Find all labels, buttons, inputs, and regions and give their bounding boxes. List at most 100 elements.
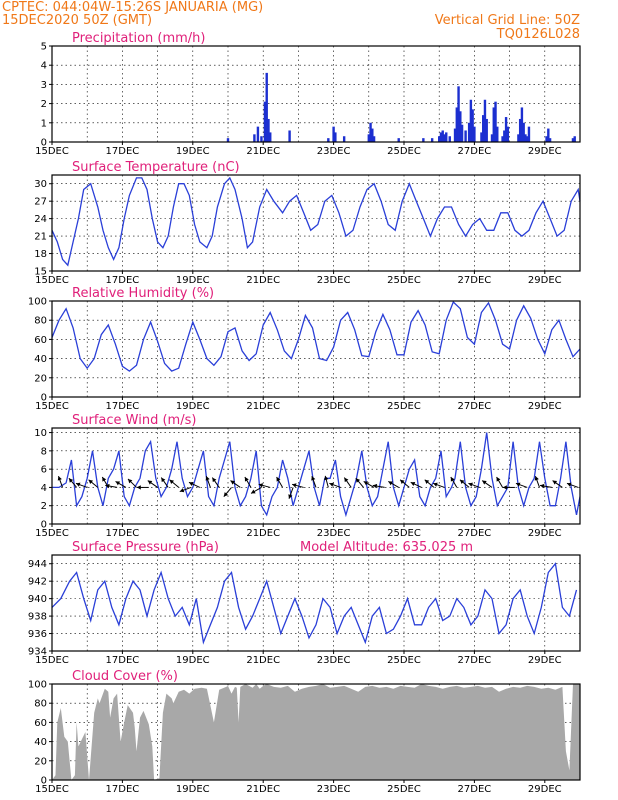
precip-bar (397, 138, 400, 142)
pres-ytick-label: 944 (28, 559, 47, 570)
cloud-xtick-label: 27DEC (458, 784, 492, 795)
pres-frame (51, 554, 581, 652)
wind-arrow-head (88, 479, 94, 484)
pres-xtick-label: 15DEC (35, 655, 69, 666)
rh-xtick-label: 27DEC (458, 401, 492, 412)
wind-ytick-label: 4 (41, 483, 47, 494)
precip-xtick-label: 27DEC (458, 146, 492, 157)
cloud-title: Cloud Cover (%) (72, 669, 178, 684)
precip-bar (265, 72, 268, 142)
precip-bar (334, 132, 337, 142)
precip-bar (332, 126, 335, 142)
cloud-xtick-label: 21DEC (246, 784, 280, 795)
wind-arrow-head (311, 476, 316, 481)
precip-ytick-label: 1 (41, 118, 47, 129)
wind-arrow-head (205, 476, 210, 481)
wind-arrow-head (363, 481, 369, 486)
cloud-frame (51, 683, 581, 781)
precip-bar (263, 101, 267, 142)
precip-bar (372, 136, 376, 142)
pres-xtick-label: 25DEC (387, 655, 421, 666)
pres-ytick-label: 936 (28, 629, 47, 640)
temp-ytick-label: 15 (34, 267, 47, 278)
rh-xtick-label: 15DEC (35, 401, 69, 412)
wind-arrow-head (496, 477, 501, 482)
cloud-panel: Cloud Cover (%) 0 20 40 60 80 100 15DEC 17DEC 19D… (28, 669, 581, 795)
cloud-xtick-label: 15DEC (35, 784, 69, 795)
wind-arrow-head (324, 475, 329, 481)
precip-bar (490, 134, 494, 142)
temp-xtick-label: 15DEC (35, 275, 69, 286)
pres-title: Surface Pressure (hPa) (72, 540, 219, 555)
precip-bar (504, 117, 508, 142)
temp-xtick-label: 29DEC (528, 275, 562, 286)
cloud-ytick-label: 0 (41, 776, 47, 787)
wind-arrow-head (482, 480, 487, 485)
temp-xtick-label: 25DEC (387, 275, 421, 286)
precip-bar (367, 134, 370, 142)
precip-bar (526, 136, 529, 142)
cloud-xtick-label: 23DEC (317, 784, 351, 795)
precip-bar (443, 134, 446, 142)
cloud-ytick-label: 80 (34, 699, 47, 710)
precip-bar (455, 107, 458, 142)
temp-line (51, 176, 581, 267)
temp-ytick-label: 24 (34, 214, 47, 225)
wind-arrow-head (258, 483, 264, 488)
precip-panel: Precipitation (mm/h) 0 1 2 3 4 5 15DEC 17DEC 19DE… (35, 31, 581, 157)
precip-ytick-label: 3 (41, 80, 47, 91)
wind-xtick-label: 27DEC (458, 528, 492, 539)
wind-arrow-head (468, 482, 473, 487)
wind-arrow-head (179, 488, 185, 493)
cloud-ytick-label: 100 (28, 680, 47, 691)
rh-line (51, 300, 581, 372)
pres-ytick-label: 938 (28, 612, 47, 623)
rh-ytick-label: 100 (28, 297, 47, 308)
precip-bar (524, 134, 527, 142)
wind-arrow-head (344, 477, 349, 483)
rh-frame (51, 300, 581, 398)
precip-bar (260, 136, 263, 142)
wind-arrow-head (105, 483, 110, 489)
wind-arrow-head (424, 479, 430, 484)
wind-arrow-head (244, 477, 249, 482)
precip-bar (467, 122, 471, 142)
precip-bar (457, 86, 460, 142)
precip-xtick-label: 17DEC (106, 146, 140, 157)
pres-ytick-label: 934 (28, 647, 47, 658)
wind-arrow-head (450, 477, 455, 482)
temp-panel: Surface Temperature (nC) 15 18 21 24 27 30 15DE… (34, 160, 581, 286)
wind-xtick-label: 25DEC (387, 528, 421, 539)
wind-arrow-head (329, 482, 334, 487)
precip-bar (518, 118, 522, 142)
rh-xtick-label: 17DEC (106, 401, 140, 412)
wind-arrow-head (400, 479, 405, 484)
wind-arrow-head (388, 481, 393, 486)
precip-xtick-label: 21DEC (246, 146, 280, 157)
precip-bar (256, 126, 260, 142)
wind-xtick-label: 15DEC (35, 528, 69, 539)
wind-ytick-label: 0 (41, 520, 47, 531)
precip-bar (527, 126, 531, 142)
precip-bar (480, 132, 483, 142)
cloud-ytick-label: 60 (34, 718, 47, 729)
precip-ytick-label: 2 (41, 99, 47, 110)
wind-ytick-label: 2 (41, 501, 47, 512)
precip-frame (51, 45, 581, 143)
temp-xtick-label: 23DEC (317, 275, 351, 286)
wind-arrow-head (102, 477, 107, 482)
wind-title: Surface Wind (m/s) (72, 413, 196, 428)
wind-arrow-head (223, 492, 229, 497)
precip-bar (438, 136, 441, 142)
wind-arrow-head (515, 482, 521, 487)
wind-arrow-head (68, 478, 74, 483)
rh-ytick-label: 60 (34, 335, 47, 346)
wind-xtick-label: 21DEC (246, 528, 280, 539)
precip-bar (253, 134, 256, 142)
wind-line (52, 432, 581, 518)
precip-bar (342, 136, 346, 142)
precip-bar (469, 99, 473, 142)
wind-ytick-label: 10 (34, 428, 47, 439)
precip-bar (453, 128, 457, 142)
